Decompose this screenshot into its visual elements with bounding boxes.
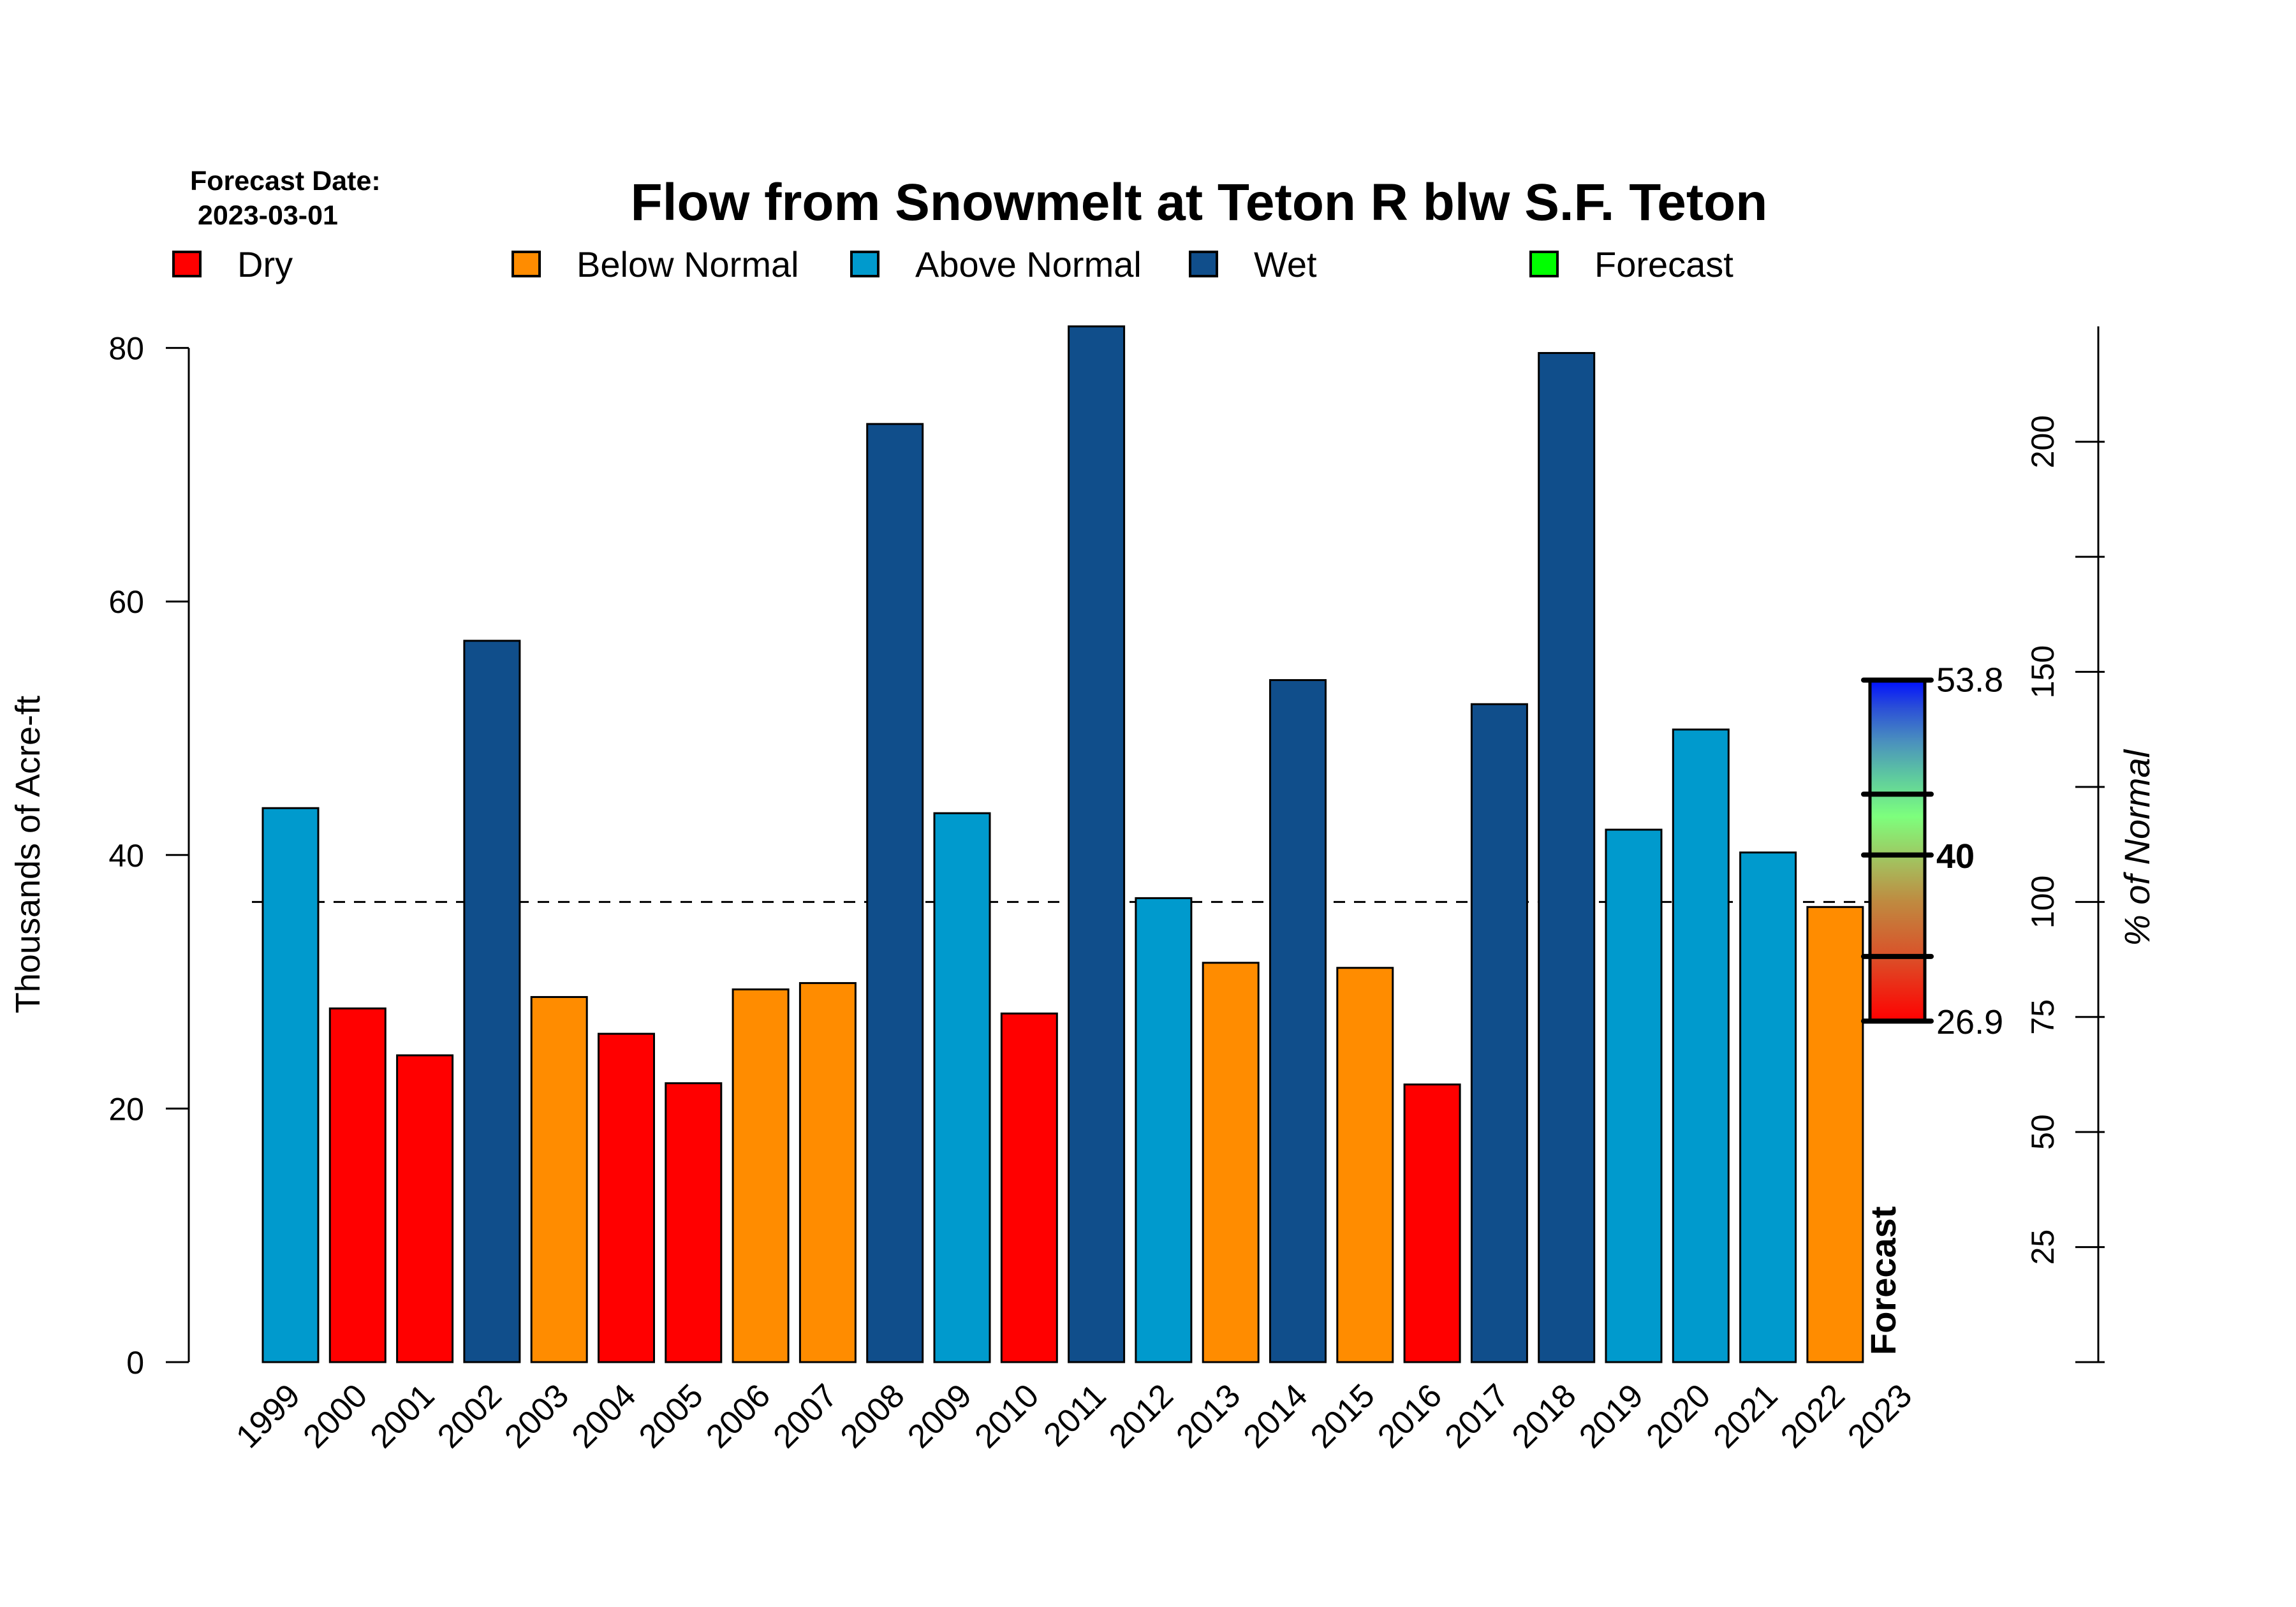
x-tick-label-2020: 2020	[1639, 1377, 1718, 1455]
x-tick-label-1999: 1999	[229, 1377, 307, 1455]
x-tick-labels: 1999200020012002200320042005200620072008…	[229, 1377, 1919, 1455]
bar-2013	[1202, 962, 1260, 1363]
forecast-date-label: Forecast Date:	[190, 166, 381, 196]
legend-label: Above Normal	[915, 244, 1142, 284]
legend-item-dry: Dry	[172, 244, 293, 284]
bar-2007	[798, 982, 857, 1363]
legend-item-below-normal: Below Normal	[511, 244, 799, 284]
x-tick-label-2021: 2021	[1707, 1377, 1785, 1455]
right-tick-label: 150	[2025, 645, 2061, 698]
right-tick-label: 75	[2025, 999, 2061, 1035]
x-tick-label-2012: 2012	[1102, 1377, 1181, 1455]
x-tick-label-2000: 2000	[296, 1377, 374, 1455]
legend: Dry Below Normal Above Normal Wet Forecast	[172, 244, 1733, 284]
right-tick-label: 50	[2025, 1114, 2061, 1150]
forecast-low-label: 26.9	[1936, 1003, 2003, 1041]
bar-2017	[1470, 703, 1528, 1363]
bar-2016	[1403, 1083, 1461, 1363]
legend-label: Below Normal	[577, 244, 799, 284]
left-tick-label: 80	[108, 331, 144, 367]
bars	[261, 325, 1864, 1363]
bar-2004	[598, 1032, 655, 1363]
x-tick-label-2006: 2006	[699, 1377, 777, 1455]
x-tick-label-2001: 2001	[364, 1377, 442, 1455]
x-tick-label-2005: 2005	[632, 1377, 710, 1455]
forecast-high-label: 53.8	[1936, 661, 2003, 699]
bar-1999	[261, 807, 320, 1363]
bar-2012	[1135, 897, 1193, 1363]
bar-2001	[396, 1054, 454, 1363]
bar-2015	[1336, 967, 1394, 1363]
legend-label: Forecast	[1594, 244, 1733, 284]
bar-2009	[933, 812, 991, 1363]
x-tick-label-2008: 2008	[834, 1377, 912, 1455]
bar-2021	[1739, 851, 1797, 1363]
x-tick-label-2011: 2011	[1036, 1377, 1113, 1453]
forecast-gradient	[1868, 678, 1927, 1023]
legend-label: Wet	[1254, 244, 1317, 284]
bar-2008	[866, 423, 924, 1363]
x-tick-label-2023: 2023	[1841, 1377, 1919, 1455]
left-tick-label: 20	[108, 1091, 144, 1127]
legend-swatch	[1189, 251, 1218, 277]
x-tick-label-2003: 2003	[497, 1377, 576, 1455]
x-tick-label-2007: 2007	[767, 1377, 845, 1455]
bar-2014	[1269, 679, 1327, 1363]
bar-2003	[530, 995, 588, 1363]
left-tick-label: 0	[126, 1345, 144, 1381]
forecast-vertical-label: Forecast	[1863, 1207, 1903, 1355]
legend-swatch	[172, 251, 202, 277]
x-tick-label-2015: 2015	[1304, 1377, 1382, 1455]
legend-item-wet: Wet	[1189, 244, 1317, 284]
bar-2010	[1000, 1012, 1058, 1363]
bar-2020	[1672, 728, 1730, 1363]
bar-2019	[1605, 828, 1663, 1363]
x-tick-label-2009: 2009	[901, 1377, 979, 1455]
left-axis: 0 20 40 60 80	[108, 331, 190, 1381]
legend-item-above-normal: Above Normal	[850, 244, 1142, 284]
chart-title: Flow from Snowmelt at Teton R blw S.F. T…	[631, 173, 1768, 231]
bar-2006	[732, 988, 790, 1363]
left-tick-label: 60	[108, 584, 144, 620]
bar-2022	[1806, 906, 1864, 1363]
x-tick-label-2018: 2018	[1505, 1377, 1584, 1455]
x-tick-label-2013: 2013	[1169, 1377, 1247, 1455]
x-tick-label-2019: 2019	[1572, 1377, 1651, 1455]
legend-item-forecast: Forecast	[1529, 244, 1733, 284]
y-axis-label: Thousands of Acre-ft	[9, 696, 47, 1013]
legend-swatch	[511, 251, 541, 277]
bar-2000	[328, 1007, 386, 1363]
x-tick-label-2022: 2022	[1774, 1377, 1852, 1455]
right-axis-label: % of Normal	[2117, 749, 2157, 946]
forecast-date-value: 2023-03-01	[198, 200, 338, 231]
x-tick-label-2017: 2017	[1438, 1377, 1517, 1455]
forecast-range-bar	[1861, 677, 1934, 1024]
right-tick-label: 100	[2025, 876, 2061, 928]
right-tick-label: 200	[2025, 415, 2061, 468]
bar-2005	[665, 1082, 723, 1363]
left-tick-label: 40	[108, 838, 144, 874]
legend-swatch	[1529, 251, 1559, 277]
legend-swatch	[850, 251, 879, 277]
right-tick-label: 25	[2025, 1229, 2061, 1265]
x-tick-label-2004: 2004	[565, 1377, 644, 1455]
x-tick-label-2016: 2016	[1371, 1377, 1449, 1455]
bar-2002	[463, 640, 521, 1363]
x-tick-label-2014: 2014	[1237, 1377, 1315, 1455]
legend-label: Dry	[237, 244, 293, 284]
bar-2011	[1068, 325, 1126, 1363]
forecast-median-label: 40	[1936, 837, 1975, 876]
x-tick-label-2010: 2010	[968, 1377, 1046, 1455]
right-axis: 25 50 75 100 150 200	[2025, 326, 2105, 1363]
bar-2018	[1538, 352, 1596, 1363]
x-tick-label-2002: 2002	[430, 1377, 509, 1455]
